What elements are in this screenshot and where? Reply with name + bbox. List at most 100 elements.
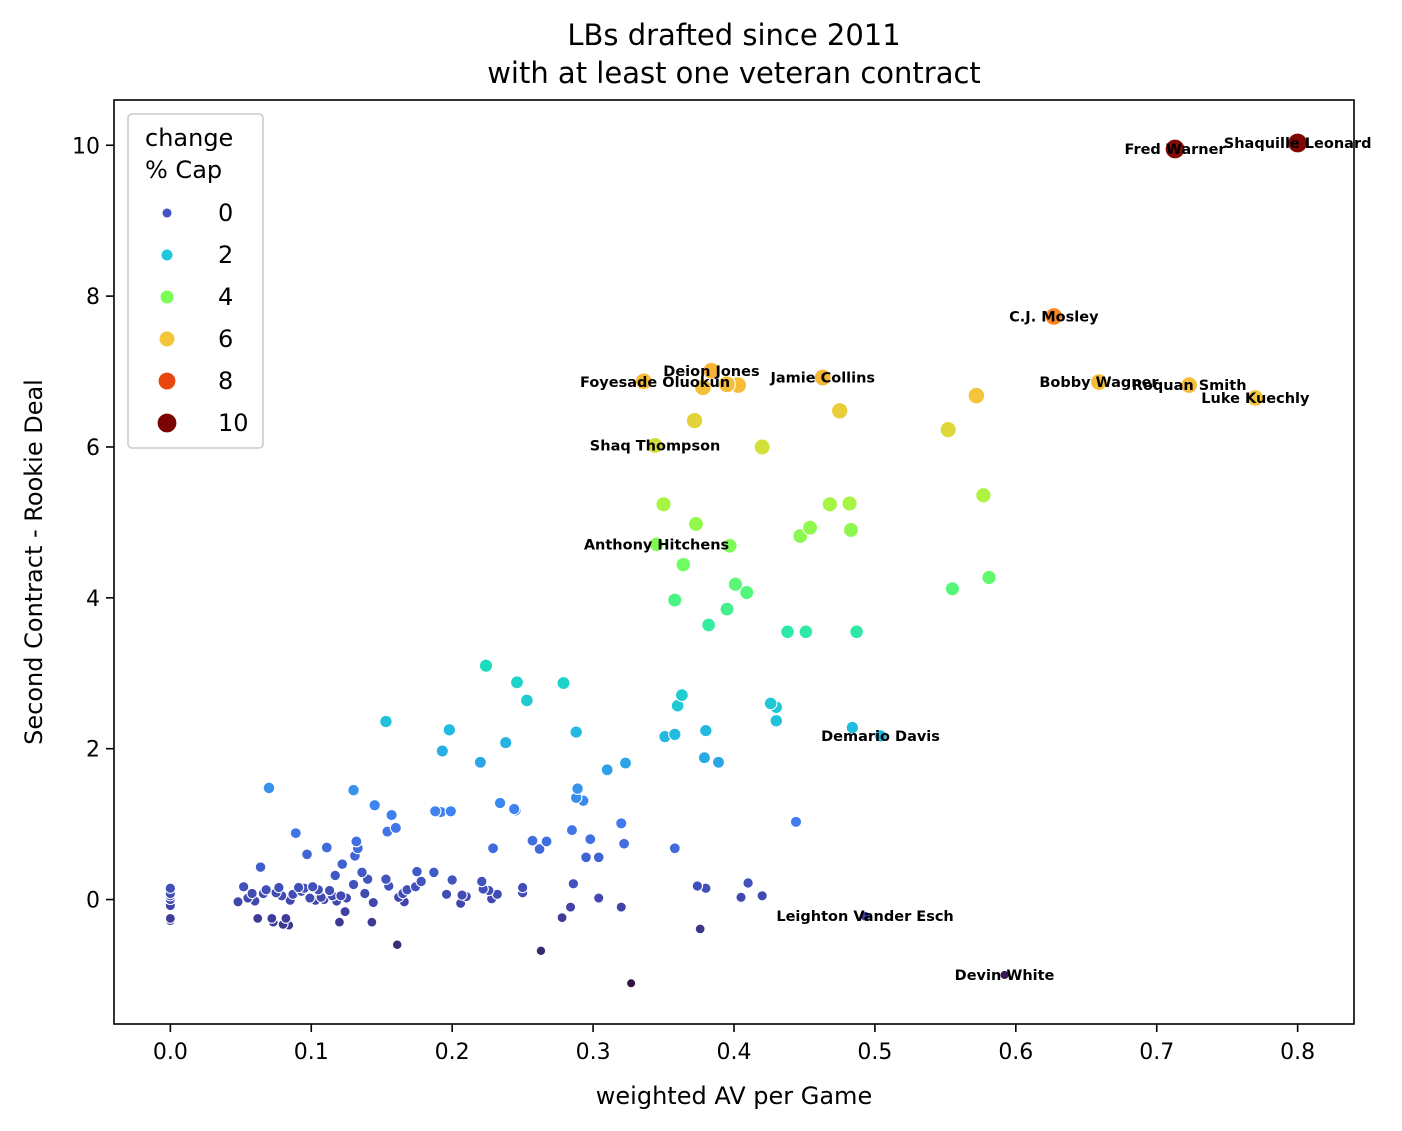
data-point — [335, 890, 347, 902]
data-point — [320, 841, 333, 854]
data-point — [385, 808, 398, 822]
data-point — [519, 693, 534, 708]
data-point — [266, 912, 278, 924]
data-point — [841, 495, 858, 512]
data-point — [780, 624, 795, 640]
data-point — [232, 896, 244, 908]
data-point — [487, 842, 500, 855]
data-point — [648, 536, 665, 553]
legend-marker — [156, 412, 178, 434]
data-point — [694, 923, 706, 935]
point-annotation: Foyesade Oluokun — [580, 375, 730, 391]
data-point — [1044, 307, 1064, 326]
data-point — [646, 436, 664, 455]
legend-label: 0 — [218, 199, 233, 227]
legend: change % Cap 0 2 4 6 8 10 — [127, 113, 264, 449]
data-point — [526, 834, 539, 847]
data-point — [571, 782, 584, 796]
data-point — [798, 624, 814, 640]
legend-label: 8 — [218, 367, 233, 395]
plot-frame — [113, 99, 1355, 1025]
data-point — [254, 861, 267, 873]
data-point — [592, 851, 605, 864]
legend-marker — [160, 248, 174, 262]
x-tick-label: 0.1 — [294, 1040, 329, 1065]
data-point — [873, 729, 888, 743]
y-tick-label: 0 — [86, 889, 100, 914]
point-annotation: Shaq Thompson — [590, 438, 721, 454]
legend-entries: 0 2 4 6 8 10 — [156, 199, 249, 437]
data-point — [456, 889, 468, 901]
data-point — [478, 658, 494, 673]
data-point — [668, 842, 681, 855]
data-point — [164, 882, 177, 894]
data-point — [593, 892, 605, 904]
point-annotation: Luke Kuechly — [1201, 391, 1310, 407]
data-point — [415, 875, 427, 888]
data-point — [675, 556, 692, 573]
data-point — [499, 736, 513, 750]
data-point — [701, 617, 717, 633]
legend-box — [127, 113, 264, 449]
data-point — [333, 916, 345, 928]
data-point — [289, 827, 302, 840]
data-point — [655, 496, 672, 513]
legend-marker — [158, 330, 176, 348]
data-point — [813, 368, 832, 387]
point-annotation: Fred Warner — [1124, 142, 1226, 158]
data-point — [697, 751, 711, 765]
data-point — [1180, 376, 1199, 395]
data-point — [260, 884, 272, 896]
x-tick-label: 0.2 — [435, 1040, 470, 1065]
data-point — [565, 824, 579, 837]
data-point — [615, 901, 627, 913]
data-point — [821, 496, 839, 513]
data-point — [367, 896, 379, 909]
data-point — [540, 835, 553, 848]
data-point — [944, 581, 961, 597]
legend-label: 10 — [218, 409, 249, 437]
point-annotation: Demario Davis — [821, 729, 940, 745]
x-tick-label: 0.7 — [1139, 1040, 1174, 1065]
data-point — [756, 890, 768, 902]
data-point — [842, 521, 859, 538]
y-axis-ticks: 0 2 4 6 8 10 — [72, 134, 114, 914]
data-point — [493, 796, 507, 810]
data-point — [389, 821, 402, 834]
chart-title: LBs drafted since 2011 — [567, 18, 900, 52]
data-point — [556, 676, 571, 691]
point-annotation: Leighton Vander Esch — [776, 909, 953, 925]
data-point — [252, 912, 264, 924]
data-point — [981, 569, 997, 586]
data-point — [699, 723, 713, 738]
data-point — [849, 624, 864, 640]
data-point — [845, 720, 860, 735]
data-point — [1246, 389, 1265, 407]
data-point — [556, 912, 568, 924]
data-point — [446, 874, 458, 886]
data-point — [939, 420, 957, 439]
data-point — [702, 361, 721, 380]
y-tick-label: 6 — [86, 436, 100, 461]
data-point — [428, 866, 440, 879]
data-point — [999, 969, 1010, 981]
data-point — [626, 978, 637, 989]
data-point — [440, 888, 453, 900]
data-point — [711, 755, 726, 769]
x-tick-label: 0.4 — [717, 1040, 752, 1065]
data-point — [391, 939, 403, 951]
data-point — [350, 835, 363, 848]
data-point — [164, 912, 176, 924]
data-point — [567, 877, 580, 890]
chart-subtitle: with at least one veteran contract — [487, 56, 981, 90]
data-point — [584, 833, 597, 846]
data-point — [859, 910, 871, 922]
data-point — [507, 802, 521, 816]
data-point — [802, 519, 819, 536]
data-point — [967, 386, 986, 405]
data-point — [411, 865, 423, 878]
data-point — [336, 858, 349, 870]
data-point — [600, 763, 614, 777]
x-tick-label: 0.0 — [153, 1040, 188, 1065]
data-points — [164, 132, 1309, 989]
